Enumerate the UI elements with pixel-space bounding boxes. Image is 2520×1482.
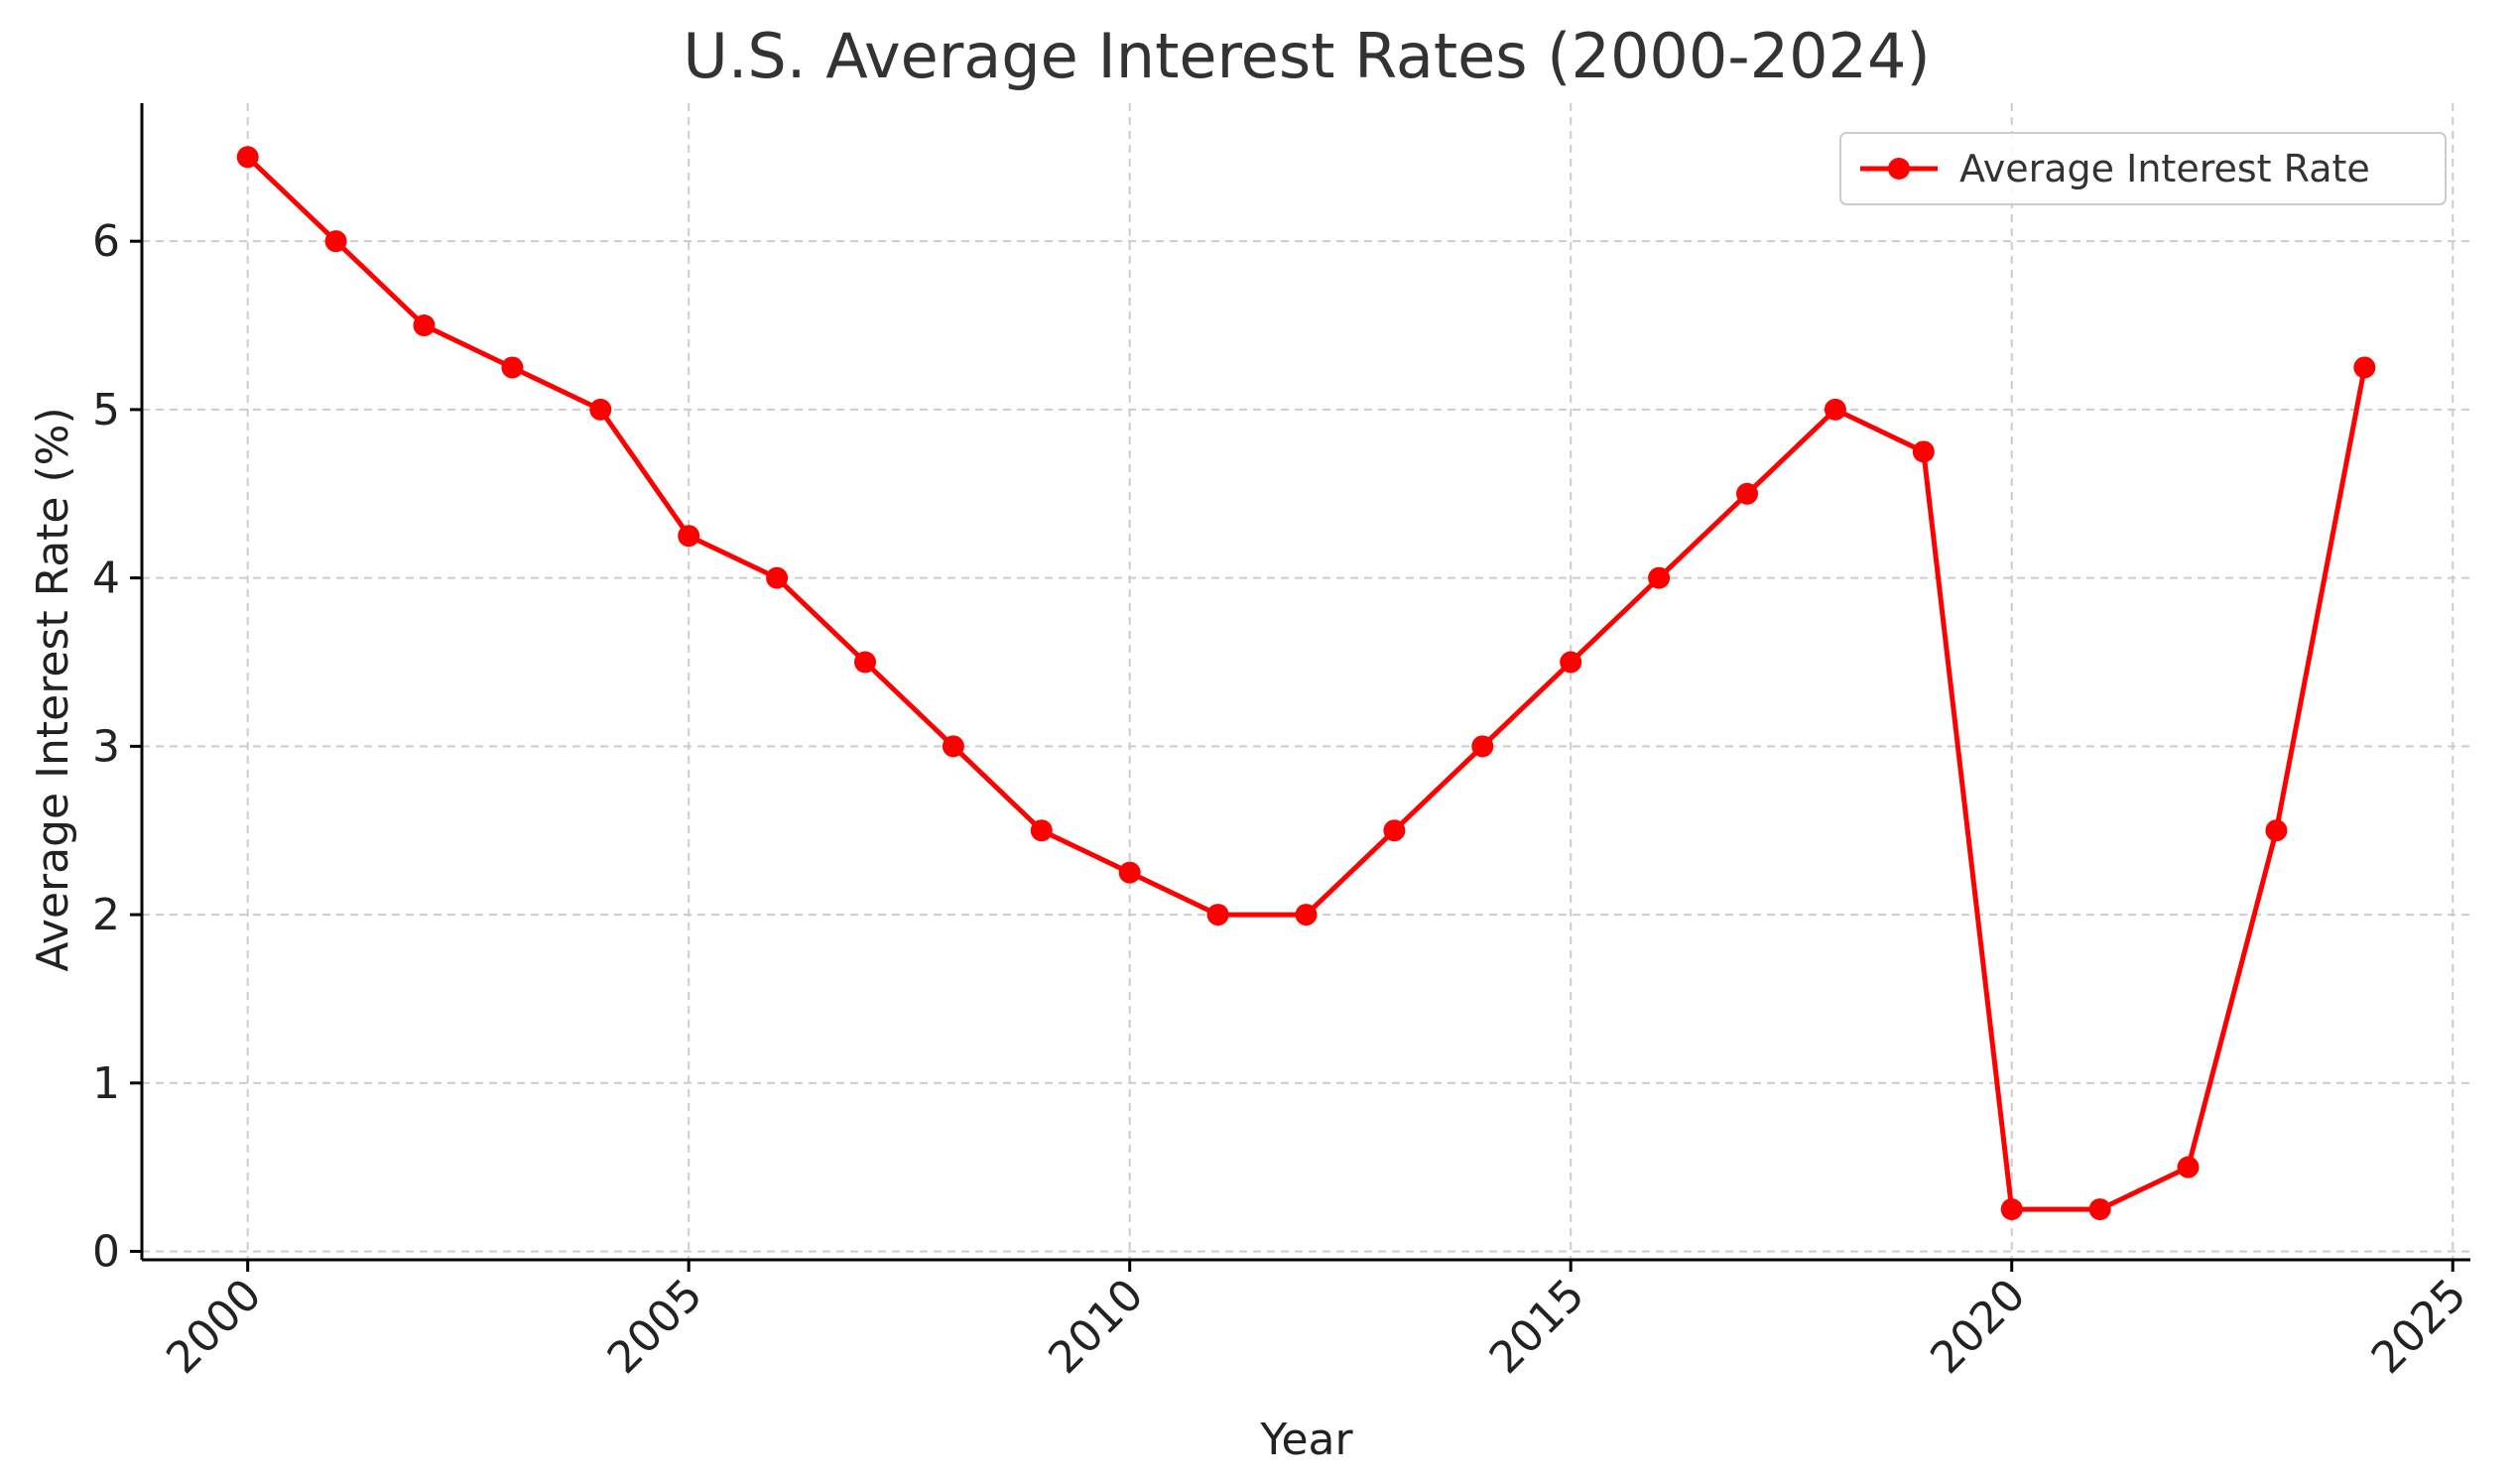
data-point [942,735,964,758]
data-point [589,398,612,421]
data-point [501,356,524,379]
data-point [1560,651,1582,674]
y-tick-label: 3 [92,721,120,772]
data-point [324,230,347,253]
data-point [1383,819,1406,842]
y-tick-label: 1 [92,1058,120,1109]
legend-marker [1888,158,1910,180]
data-point [766,566,789,589]
legend-box [1839,132,2447,205]
y-axis-label: Average Interest Rate (%) [28,407,78,971]
data-point [1206,904,1229,926]
y-tick-label: 2 [92,890,120,940]
y-tick-label: 6 [92,216,120,267]
data-point [1471,735,1494,758]
y-tick-label: 5 [92,385,120,435]
data-point [1118,861,1141,884]
data-point [2265,819,2288,842]
data-point [2088,1198,2111,1221]
x-tick-label: 2025 [2362,1270,2476,1384]
data-point [413,314,436,337]
data-point [678,525,700,548]
x-tick-label: 2015 [1480,1270,1594,1384]
data-point [1736,482,1759,505]
data-point [2177,1156,2200,1178]
data-point [853,651,876,674]
grid [142,103,2470,1260]
data-point [236,146,259,169]
data-point [1824,398,1846,421]
series [236,146,2376,1221]
y-tick-label: 0 [92,1227,120,1278]
data-point [1648,566,1671,589]
axes [140,103,2470,1262]
y-tick-label: 4 [92,554,120,604]
series-line [245,155,2367,1212]
data-point [1912,440,1935,463]
x-tick-label: 2000 [157,1270,271,1384]
ticks: 2000 2005 2010 2015 2020 2025 0 1 2 3 4 5 6 [92,216,2476,1384]
data-point [2353,356,2376,379]
data-point [1030,819,1053,842]
chart-title: U.S. Average Interest Rates (2000-2024) [683,20,1930,92]
legend-label: Average Interest Rate [1959,147,2370,190]
legend: Average Interest Rate [1839,132,2447,205]
data-point [1295,904,1318,926]
x-tick-label: 2010 [1039,1270,1153,1384]
x-tick-label: 2005 [598,1270,712,1384]
x-tick-label: 2020 [1921,1270,2035,1384]
data-point [2000,1198,2023,1221]
x-axis-label: Year [1259,1415,1353,1465]
